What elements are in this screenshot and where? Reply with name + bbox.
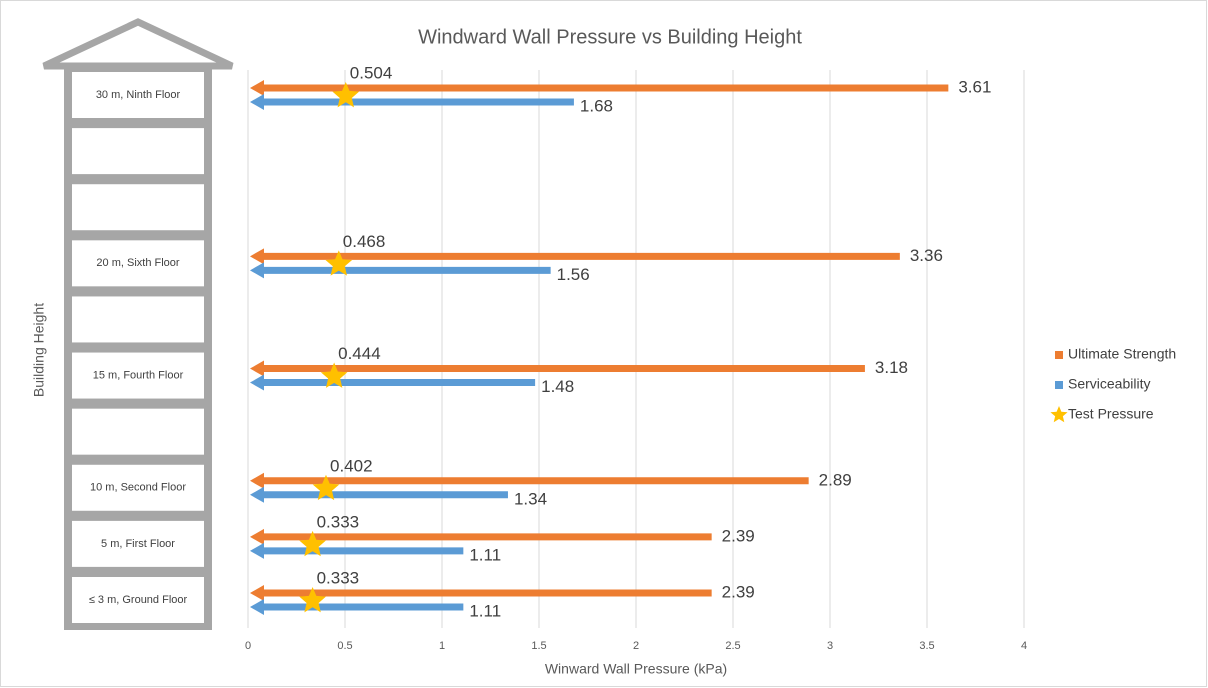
data-label: 1.48 <box>541 377 574 396</box>
x-tick-label: 0.5 <box>337 640 352 652</box>
data-label: 0.444 <box>338 344 381 363</box>
x-tick-label: 3 <box>827 640 833 652</box>
floor <box>72 128 204 174</box>
data-label: 1.56 <box>557 265 590 284</box>
x-tick-label: 1.5 <box>531 640 546 652</box>
data-label: 1.11 <box>469 545 501 564</box>
legend-label: Serviceability <box>1068 376 1150 392</box>
x-tick-label: 0 <box>245 640 251 652</box>
y-tick-label: ≤ 3 m, Ground Floor <box>89 594 188 606</box>
floor <box>72 184 204 230</box>
y-axis-title: Building Height <box>31 303 47 397</box>
data-label: 0.333 <box>317 512 360 531</box>
data-label: 0.504 <box>350 63 393 82</box>
data-label: 2.39 <box>722 526 755 545</box>
y-tick-label: 30 m, Ninth Floor <box>96 89 181 101</box>
data-label: 0.333 <box>317 568 360 587</box>
data-label: 2.39 <box>722 582 755 601</box>
floor <box>72 409 204 455</box>
x-tick-label: 4 <box>1021 640 1027 652</box>
data-label: 1.34 <box>514 489 547 508</box>
data-label: 3.36 <box>910 246 943 265</box>
y-tick-label: 20 m, Sixth Floor <box>96 257 179 269</box>
data-label: 3.61 <box>958 77 991 96</box>
x-tick-label: 3.5 <box>919 640 934 652</box>
y-tick-label: 15 m, Fourth Floor <box>93 369 184 381</box>
data-label: 1.68 <box>580 96 613 115</box>
x-axis-title: Winward Wall Pressure (kPa) <box>545 661 727 677</box>
x-tick-label: 2 <box>633 640 639 652</box>
chart: Windward Wall Pressure vs Building Heigh… <box>0 0 1208 688</box>
y-tick-label: 10 m, Second Floor <box>90 482 186 494</box>
floor <box>72 296 204 342</box>
chart-title: Windward Wall Pressure vs Building Heigh… <box>418 26 802 48</box>
legend-label: Test Pressure <box>1068 406 1154 422</box>
legend-marker <box>1055 351 1063 359</box>
x-tick-label: 2.5 <box>725 640 740 652</box>
x-tick-label: 1 <box>439 640 445 652</box>
data-label: 2.89 <box>819 470 852 489</box>
legend-label: Ultimate Strength <box>1068 346 1176 362</box>
legend-marker <box>1055 381 1063 389</box>
data-label: 0.468 <box>343 232 386 251</box>
data-label: 3.18 <box>875 358 908 377</box>
data-label: 0.402 <box>330 456 373 475</box>
data-label: 1.11 <box>469 601 501 620</box>
y-tick-label: 5 m, First Floor <box>101 538 175 550</box>
